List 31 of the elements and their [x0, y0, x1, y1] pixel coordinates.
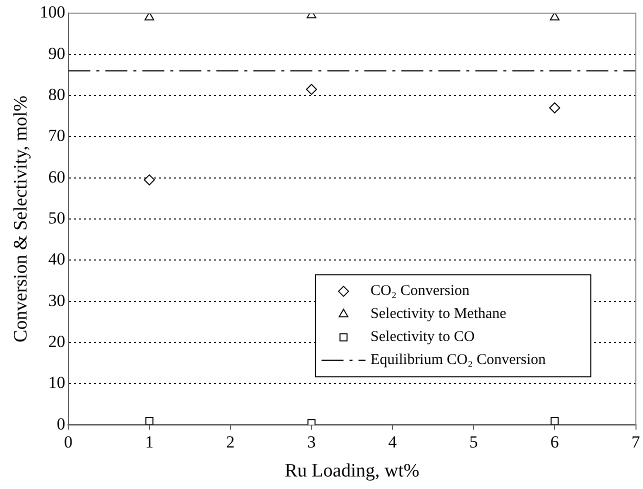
y-tick-label: 30 — [48, 290, 66, 310]
point — [145, 417, 154, 425]
point — [549, 102, 560, 114]
y-axis-title: Conversion & Selectivity, mol% — [10, 95, 32, 342]
y-tick-label: 80 — [48, 84, 66, 104]
legend-label: Selectivity to Methane — [370, 306, 507, 322]
point — [306, 84, 317, 95]
y-tick-label: 40 — [48, 250, 66, 269]
point — [144, 13, 154, 20]
y-tick-label: 100 — [40, 2, 66, 22]
x-axis-title: Ru Loading, wt% — [284, 460, 420, 482]
y-tick-label: 0 — [56, 414, 66, 434]
y-tick-label: 70 — [48, 126, 66, 146]
legend-label: CO₂ Conversion — [370, 283, 470, 300]
x-tick-label: 6 — [550, 432, 559, 452]
point — [550, 13, 560, 20]
point — [550, 417, 559, 425]
y-tick-label: 50 — [48, 208, 66, 228]
x-tick-label: 7 — [632, 432, 640, 452]
x-tick-label: 2 — [226, 432, 235, 452]
y-tick-label: 90 — [48, 44, 66, 63]
x-tick-label: 5 — [469, 432, 478, 452]
point — [144, 174, 155, 186]
legend-label: Selectivity to CO — [370, 329, 475, 346]
x-tick-label: 3 — [307, 432, 316, 452]
legend-label: Equilibrium CO₂ Conversion — [370, 352, 546, 368]
y-tick-label: 10 — [48, 373, 66, 392]
y-tick-label: 60 — [48, 167, 66, 186]
x-tick-label: 1 — [145, 432, 154, 452]
x-tick-label: 4 — [388, 432, 398, 452]
y-tick-label: 20 — [48, 332, 66, 351]
